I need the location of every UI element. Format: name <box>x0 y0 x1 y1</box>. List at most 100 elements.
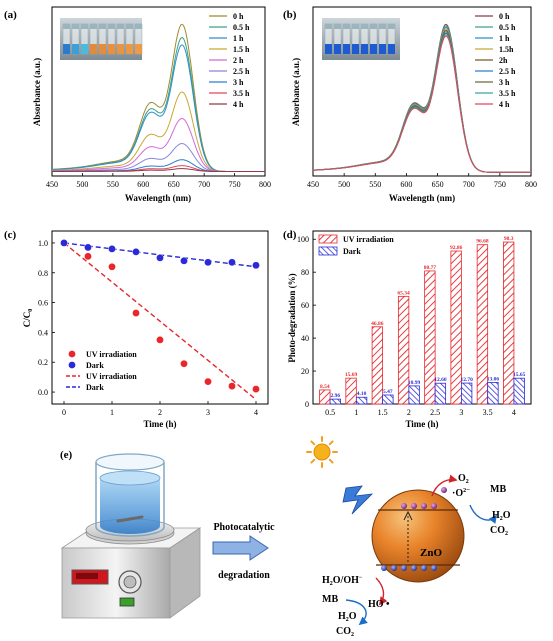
x-axis-label-a: Wavelength (nm) <box>125 193 191 203</box>
right-arrow-icon <box>212 535 269 561</box>
b-cap-6 <box>379 24 386 29</box>
sun-icon <box>306 436 338 468</box>
hole-2 <box>401 565 407 571</box>
photo-vials-b <box>322 18 400 60</box>
h2o-label-top: H2O <box>492 510 511 522</box>
bar-d-0-1 <box>345 377 357 405</box>
b-liquid-4 <box>361 44 368 54</box>
x-tick-label-b-4: 650 <box>432 180 444 189</box>
y-tick-label-c-1: 0.2 <box>38 358 48 367</box>
point-c-1-0 <box>60 239 68 247</box>
y-axis-label-c: C/C0 <box>22 309 34 328</box>
legend-label-a-3: 1.5 h <box>233 45 250 54</box>
hole-0 <box>381 565 387 571</box>
bar-label-d-0-3: 65.34 <box>397 290 410 296</box>
point-c-0-5 <box>180 359 188 368</box>
point-c-1-5 <box>180 257 188 265</box>
zno-label: ZnO <box>420 547 442 559</box>
bar-label-d-0-2: 46.86 <box>371 321 384 327</box>
b-cap-5 <box>370 24 377 29</box>
bar-d-1-1 <box>355 396 368 405</box>
plot-frame-a <box>51 6 266 177</box>
x-axis-label-c: Time (h) <box>143 419 176 429</box>
x-tick-label-a-0: 450 <box>46 180 58 189</box>
x-tick-label-d-7: 4 <box>512 408 516 417</box>
bar-d-0-7 <box>503 241 515 405</box>
co2-label-top: CO2 <box>490 525 508 537</box>
series-line-a-8 <box>52 168 265 172</box>
bar-d-1-7 <box>513 377 525 405</box>
a-cap-8 <box>135 24 142 29</box>
legend-label-c-0: UV irradiation <box>86 350 137 359</box>
b-cap-0 <box>325 24 332 29</box>
b-liquid-5 <box>370 44 377 54</box>
point-c-0-8 <box>252 385 260 393</box>
scheme-panel-e: Photocatalytic degradation ZnO <box>60 436 511 638</box>
legend-marker-c-1 <box>68 361 76 369</box>
y-tick-label-c-2: 0.4 <box>38 328 48 337</box>
x-tick-label-b-0: 450 <box>307 180 319 189</box>
legend-swatch-d-0 <box>318 234 338 244</box>
point-c-1-3 <box>132 248 140 256</box>
chart-panel-a: Wavelength (nm) Absorbance (a.u.) 450 500… <box>32 6 271 203</box>
bar-d-1-4 <box>434 382 447 405</box>
bar-label-d-1-0: 2.96 <box>331 393 341 399</box>
y-tick-label-c-0: 0.0 <box>38 388 48 397</box>
y-tick-label-c-4: 0.8 <box>38 269 48 278</box>
b-liquid-2 <box>343 44 350 54</box>
legend-marker-c-0 <box>68 350 76 358</box>
bar-label-d-0-6: 96.68 <box>476 239 489 245</box>
electron-2 <box>421 503 427 509</box>
bar-d-1-3 <box>408 385 420 405</box>
x-axis-label-b: Wavelength (nm) <box>389 193 455 203</box>
bar-d-0-2 <box>371 326 384 405</box>
y-axis-label-a: Absorbance (a.u.) <box>32 58 42 126</box>
x-tick-label-d-6: 3.5 <box>483 408 493 417</box>
mb-label-top: MB <box>490 484 506 495</box>
b-cap-1 <box>334 24 341 29</box>
point-c-1-6 <box>204 258 212 267</box>
a-cap-2 <box>81 24 88 29</box>
y-tick-label-d-1: 20 <box>301 367 309 376</box>
zno-particle: ZnO <box>371 489 465 583</box>
legend-label-a-0: 0 h <box>233 12 244 21</box>
legend-fit-label-c-1: Dark <box>86 383 104 392</box>
bar-d-0-0 <box>319 389 331 405</box>
x-tick-label-d-3: 2 <box>407 408 411 417</box>
b-cap-3 <box>352 24 359 29</box>
bar-d-0-4 <box>424 270 436 405</box>
oxidation-arrow-top <box>469 504 498 524</box>
a-cap-5 <box>108 24 115 29</box>
series-line-a-4 <box>52 117 265 172</box>
y-tick-label-d-0: 0 <box>305 400 309 409</box>
bar-label-d-1-3: 10.99 <box>408 380 421 386</box>
x-tick-label-a-4: 650 <box>168 180 180 189</box>
bar-label-d-1-5: 12.70 <box>460 377 473 383</box>
x-tick-label-b-2: 550 <box>369 180 381 189</box>
co2-label-bottom: CO2 <box>336 626 354 638</box>
bar-d-1-6 <box>487 382 499 405</box>
x-axis-label-d: Time (h) <box>405 419 438 429</box>
magnetic-stirrer-illustration <box>60 453 202 619</box>
bar-d-0-5 <box>450 250 462 405</box>
h2o-label-bottom: H2O <box>338 611 357 623</box>
electron-3 <box>431 503 437 509</box>
point-c-0-4 <box>156 336 164 344</box>
fit-line-c-0 <box>63 242 257 401</box>
process-arrow: Photocatalytic degradation <box>212 522 275 581</box>
x-tick-label-d-0: 0.5 <box>325 408 335 417</box>
x-tick-label-c-3: 3 <box>206 408 210 417</box>
bar-label-d-1-1: 4.10 <box>357 391 367 397</box>
legend-label-a-4: 2 h <box>233 56 244 65</box>
legend-fit-label-c-0: UV irradiation <box>86 372 137 381</box>
x-tick-label-b-5: 700 <box>463 180 475 189</box>
x-tick-label-c-2: 2 <box>158 408 162 417</box>
point-c-1-4 <box>156 254 164 262</box>
panel-label-c: (c) <box>4 229 17 241</box>
legend-label-a-7: 3.5 h <box>233 89 250 98</box>
x-tick-label-a-6: 750 <box>229 180 241 189</box>
x-tick-label-b-3: 600 <box>400 180 412 189</box>
hole-3 <box>411 565 417 571</box>
hole-oxidation-arrow <box>375 577 388 606</box>
